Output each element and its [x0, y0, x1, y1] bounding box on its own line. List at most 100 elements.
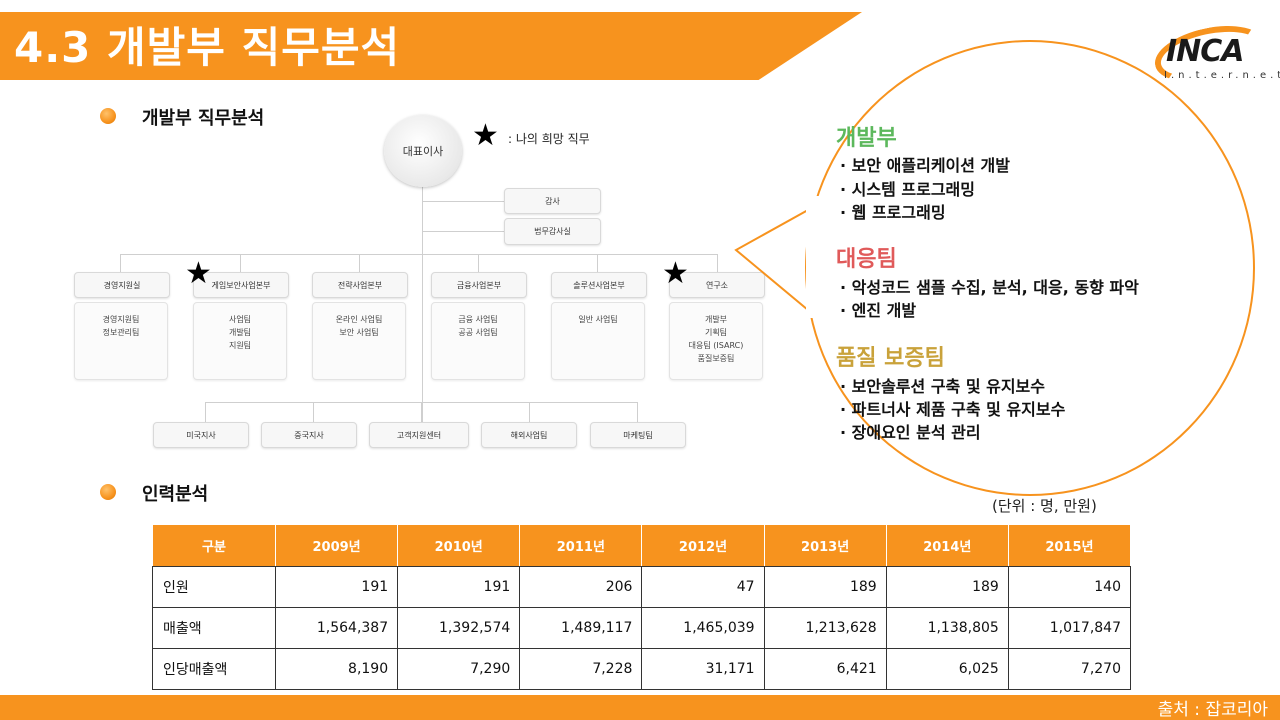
star-icon: ★ [472, 118, 499, 153]
table-cell: 1,564,387 [274, 607, 399, 649]
table-row: 인원 191 191 206 47 189 189 140 [152, 566, 1132, 608]
title-banner [0, 12, 862, 80]
bullet-icon [100, 484, 116, 500]
org-subteam: 개발팀 [228, 328, 252, 337]
org-subteam: 대응팀 (ISARC) [688, 341, 744, 350]
star-icon: ★ [185, 256, 212, 291]
table-cell: 47 [641, 566, 765, 608]
org-subteam-box: 금융 사업팀 공공 사업팀 [431, 302, 525, 380]
table-header-cell: 구분 [152, 524, 276, 567]
org-branch-box: 중국지사 [261, 422, 357, 448]
dept-title-qa: 품질 보증팀 [836, 346, 945, 371]
org-ceo-node: 대표이사 [384, 115, 462, 187]
dept-title-response: 대응팀 [836, 247, 897, 272]
page-title: 4.3 개발부 직무분석 [14, 23, 401, 72]
callout-bubble [805, 40, 1255, 496]
table-row-label: 매출액 [152, 607, 276, 649]
callout-tail [734, 199, 827, 321]
star-icon: ★ [662, 256, 689, 291]
dept-item: · 보안 애플리케이션 개발 [840, 156, 1010, 175]
table-cell: 189 [885, 566, 1009, 608]
star-legend: : 나의 희망 직무 [508, 132, 590, 146]
org-subteam: 일반 사업팀 [578, 315, 618, 324]
table-row-label: 인당매출액 [152, 648, 276, 690]
callout-tail-cover [806, 196, 820, 318]
table-header-cell: 2011년 [519, 524, 643, 567]
table-cell: 191 [274, 566, 399, 608]
org-branch-box: 마케팅팀 [590, 422, 686, 448]
table-cell: 191 [397, 566, 521, 608]
table-cell: 1,465,039 [641, 607, 765, 649]
table-cell: 1,489,117 [519, 607, 643, 649]
dept-item: · 장애요인 분석 관리 [840, 423, 981, 442]
dept-title-dev: 개발부 [836, 126, 897, 151]
unit-note: (단위 : 명, 만원) [992, 497, 1097, 515]
org-subteam: 기획팀 [704, 328, 728, 337]
org-subteam: 경영지원팀 [102, 315, 140, 324]
table-header-cell: 2015년 [1007, 524, 1132, 567]
org-division-box: 금융사업본부 [431, 272, 527, 298]
table-header-cell: 2014년 [885, 524, 1009, 567]
org-subteam: 온라인 사업팀 [335, 315, 383, 324]
table-cell: 7,290 [397, 648, 521, 690]
table-cell: 140 [1007, 566, 1132, 608]
inca-logo: INCA I.n.t.e.r.n.e.t [1149, 16, 1280, 92]
org-division-box: 연구소 [669, 272, 765, 298]
org-subteam: 보안 사업팀 [339, 328, 379, 337]
org-branch-box: 고객지원센터 [369, 422, 469, 448]
org-subteam-box: 일반 사업팀 [551, 302, 645, 380]
org-branch-box: 미국지사 [153, 422, 249, 448]
dept-item: · 엔진 개발 [840, 301, 917, 320]
workforce-table: 구분 2009년 2010년 2011년 2012년 2013년 2014년 2… [152, 524, 1132, 690]
table-cell: 8,190 [274, 648, 399, 690]
table-row: 매출액 1,564,387 1,392,574 1,489,117 1,465,… [152, 607, 1132, 649]
org-division-box: 전략사업본부 [312, 272, 408, 298]
table-cell: 7,228 [519, 648, 643, 690]
dept-item: · 악성코드 샘플 수집, 분석, 대응, 동향 파악 [840, 278, 1139, 297]
logo-wordmark: INCA [1166, 34, 1245, 69]
org-division-box: 경영지원실 [74, 272, 170, 298]
dept-item: · 시스템 프로그래밍 [840, 180, 975, 199]
table-cell: 6,421 [763, 648, 887, 690]
org-audit-box: 감사 [504, 188, 601, 214]
table-cell: 6,025 [885, 648, 1009, 690]
org-subteam: 금융 사업팀 [458, 315, 498, 324]
table-header-cell: 2010년 [397, 524, 521, 567]
org-subteam: 지원팀 [228, 341, 252, 350]
org-subteam-box: 온라인 사업팀 보안 사업팀 [312, 302, 406, 380]
dept-item: · 파트너사 제품 구축 및 유지보수 [840, 400, 1066, 419]
org-division-box: 게임보안사업본부 [193, 272, 289, 298]
table-cell: 1,017,847 [1007, 607, 1132, 649]
org-subteam: 품질보증팀 [697, 354, 735, 363]
bullet-icon [100, 108, 116, 124]
table-cell: 1,392,574 [397, 607, 521, 649]
table-header-cell: 2013년 [763, 524, 887, 567]
org-subteam-box: 개발부 기획팀 대응팀 (ISARC) 품질보증팀 [669, 302, 763, 380]
dept-item: · 보안솔루션 구축 및 유지보수 [840, 377, 1045, 396]
table-cell: 206 [519, 566, 643, 608]
table-header-row: 구분 2009년 2010년 2011년 2012년 2013년 2014년 2… [152, 524, 1132, 567]
section-heading-org: 개발부 직무분석 [142, 108, 265, 129]
table-header-cell: 2012년 [641, 524, 765, 567]
org-division-box: 솔루션사업본부 [551, 272, 647, 298]
org-subteam-box: 사업팀 개발팀 지원팀 [193, 302, 287, 380]
source-credit: 출처 : 잡코리아 [1157, 700, 1268, 720]
logo-subtext: I.n.t.e.r.n.e.t [1164, 70, 1280, 81]
footer-bar: 출처 : 잡코리아 [0, 695, 1280, 720]
org-subteam: 정보관리팀 [102, 328, 140, 337]
table-header-cell: 2009년 [274, 524, 399, 567]
table-cell: 7,270 [1007, 648, 1132, 690]
table-cell: 1,213,628 [763, 607, 887, 649]
org-branch-box: 해외사업팀 [481, 422, 577, 448]
table-cell: 1,138,805 [885, 607, 1009, 649]
table-cell: 31,171 [641, 648, 765, 690]
section-heading-workforce: 인력분석 [142, 484, 209, 505]
org-subteam-box: 경영지원팀 정보관리팀 [74, 302, 168, 380]
table-row: 인당매출액 8,190 7,290 7,228 31,171 6,421 6,0… [152, 648, 1132, 690]
org-subteam: 사업팀 [228, 315, 252, 324]
table-row-label: 인원 [152, 566, 276, 608]
org-subteam: 개발부 [704, 315, 728, 324]
org-subteam: 공공 사업팀 [458, 328, 498, 337]
dept-item: · 웹 프로그래밍 [840, 203, 946, 222]
table-cell: 189 [763, 566, 887, 608]
